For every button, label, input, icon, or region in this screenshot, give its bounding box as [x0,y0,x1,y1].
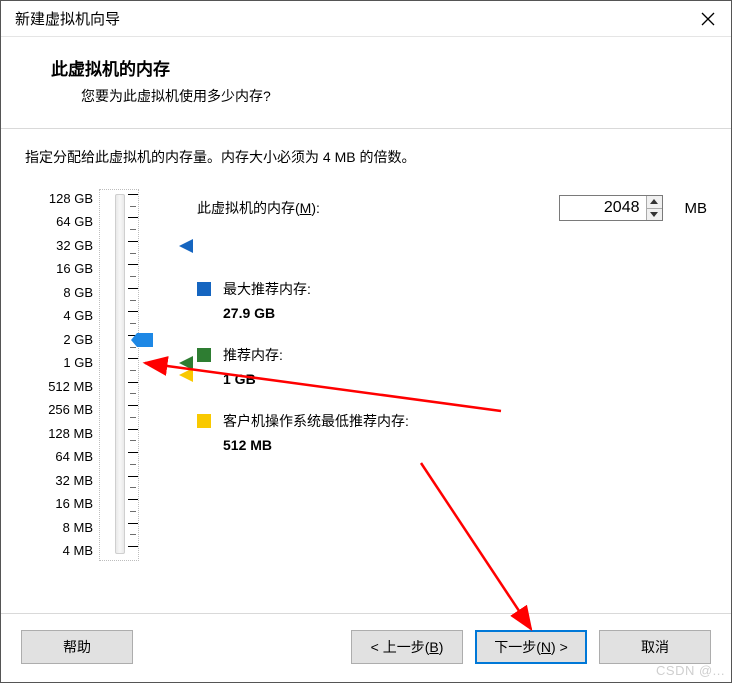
titlebar: 新建虚拟机向导 [1,1,731,37]
rec-rec-value: 1 GB [223,371,707,387]
window-title: 新建虚拟机向导 [15,8,120,29]
memory-input-row: 此虚拟机的内存(M): MB [197,195,707,221]
slider-tick-label: 8 MB [33,521,93,534]
memory-label-mnemonic: M [300,200,312,216]
memory-unit: MB [685,200,708,217]
wizard-body: 指定分配给此虚拟机的内存量。内存大小必须为 4 MB 的倍数。 128 GB 64… [1,129,731,615]
rec-max-label: 最大推荐内存: [223,279,311,299]
memory-input-label: 此虚拟机的内存(M): [197,198,320,218]
slider-tick-label: 4 GB [33,309,93,322]
memory-input[interactable] [560,196,646,220]
slider-tick-label: 32 GB [33,239,93,252]
wizard-header: 此虚拟机的内存 您要为此虚拟机使用多少内存? [1,37,731,129]
chevron-up-icon [650,199,658,204]
instruction-text: 指定分配给此虚拟机的内存量。内存大小必须为 4 MB 的倍数。 [25,147,707,167]
slider-tick-label: 128 MB [33,427,93,440]
memory-info: 此虚拟机的内存(M): MB [197,195,707,477]
memory-slider[interactable]: 128 GB 64 GB 32 GB 16 GB 8 GB 4 GB 2 GB 1 GB 512… [29,195,149,575]
page-subtitle: 您要为此虚拟机使用多少内存? [51,86,701,106]
slider-tick-label: 16 MB [33,497,93,510]
chevron-down-icon [650,212,658,217]
rec-recommended: 推荐内存: 1 GB [197,345,707,387]
wizard-footer: 帮助 < 上一步(B) 下一步(N) > 取消 [1,613,731,680]
slider-tick-label: 64 GB [33,215,93,228]
slider-thumb[interactable] [131,333,153,347]
marker-min-icon [179,368,193,382]
marker-max-icon [179,239,193,253]
close-button[interactable] [685,1,731,37]
wizard-dialog: 新建虚拟机向导 此虚拟机的内存 您要为此虚拟机使用多少内存? 指定分配给此虚拟机… [0,0,732,683]
help-button[interactable]: 帮助 [21,630,133,664]
rec-rec-color [197,348,211,362]
slider-track [99,189,139,561]
memory-label-suffix: ): [311,200,320,216]
slider-tick-label: 128 GB [33,192,93,205]
rec-max-value: 27.9 GB [223,305,707,321]
close-icon [701,12,715,26]
spinner-buttons [646,196,662,220]
rec-max-color [197,282,211,296]
rec-min-label: 客户机操作系统最低推荐内存: [223,411,409,431]
spinner-down[interactable] [647,209,662,221]
slider-tick-label: 1 GB [33,356,93,369]
slider-tick-label: 512 MB [33,380,93,393]
slider-groove [115,194,125,554]
spinner-up[interactable] [647,196,662,209]
slider-tick-label: 8 GB [33,286,93,299]
slider-tick-label: 256 MB [33,403,93,416]
page-title: 此虚拟机的内存 [51,55,701,80]
rec-min: 客户机操作系统最低推荐内存: 512 MB [197,411,707,453]
memory-label-prefix: 此虚拟机的内存( [197,200,300,216]
rec-rec-label: 推荐内存: [223,345,283,365]
slider-tick-label: 64 MB [33,450,93,463]
rec-min-value: 512 MB [223,437,707,453]
slider-tick-label: 16 GB [33,262,93,275]
slider-tick-label: 2 GB [33,333,93,346]
back-button[interactable]: < 上一步(B) [351,630,463,664]
rec-min-color [197,414,211,428]
cancel-button[interactable]: 取消 [599,630,711,664]
rec-max: 最大推荐内存: 27.9 GB [197,279,707,321]
next-button[interactable]: 下一步(N) > [475,630,587,664]
slider-tick-label: 32 MB [33,474,93,487]
memory-spinner[interactable] [559,195,663,221]
slider-tick-label: 4 MB [33,544,93,557]
